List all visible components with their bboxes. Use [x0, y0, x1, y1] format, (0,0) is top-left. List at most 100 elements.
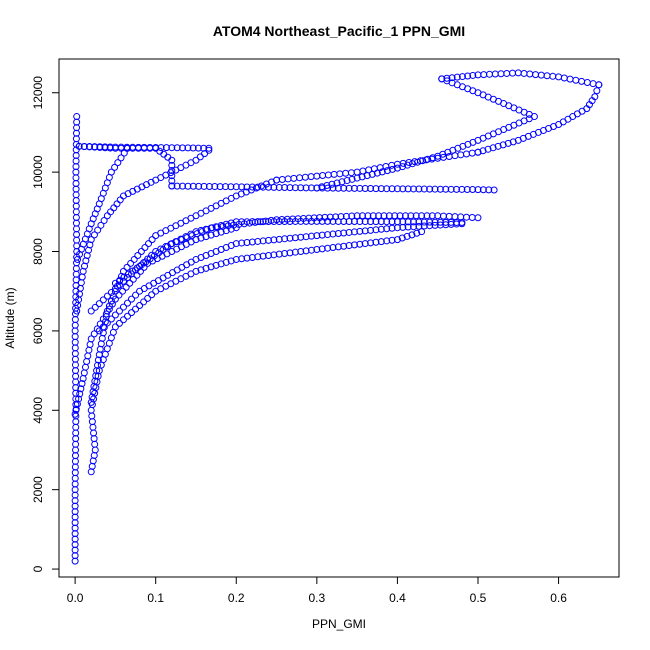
- data-point: [96, 320, 104, 328]
- data-point: [232, 255, 240, 263]
- data-point: [504, 139, 512, 147]
- data-point: [72, 440, 80, 448]
- data-point: [95, 300, 103, 308]
- data-point: [72, 202, 80, 210]
- data-point: [71, 316, 79, 324]
- data-point: [227, 257, 235, 265]
- data-point: [217, 228, 225, 236]
- data-point: [78, 380, 86, 388]
- data-point: [474, 148, 482, 156]
- data-point: [148, 291, 156, 299]
- data-point: [72, 418, 80, 426]
- data-point: [232, 240, 240, 248]
- data-point: [453, 73, 461, 81]
- data-point: [97, 221, 105, 229]
- data-point: [404, 223, 412, 231]
- data-point: [436, 185, 444, 193]
- data-point: [270, 236, 278, 244]
- data-point: [340, 229, 348, 237]
- data-point: [173, 144, 181, 152]
- data-point: [396, 212, 404, 220]
- data-point: [71, 333, 79, 341]
- data-point: [90, 435, 98, 443]
- data-point: [73, 236, 81, 244]
- y-tick-label: 10000: [31, 155, 45, 189]
- data-point: [373, 169, 381, 177]
- data-point: [334, 230, 342, 238]
- data-point: [404, 218, 412, 226]
- data-point: [119, 303, 127, 311]
- data-point: [307, 246, 315, 254]
- data-point: [491, 70, 499, 78]
- data-point: [87, 307, 95, 315]
- data-point: [453, 185, 461, 193]
- data-point: [549, 72, 557, 80]
- data-point: [72, 435, 80, 443]
- data-point: [72, 208, 80, 216]
- data-point: [313, 246, 321, 254]
- data-point: [299, 214, 307, 222]
- data-points: [71, 69, 603, 565]
- data-point: [290, 174, 298, 182]
- data-point: [212, 261, 220, 269]
- data-point: [168, 144, 176, 152]
- data-point: [248, 253, 256, 261]
- data-point: [72, 213, 80, 221]
- data-point: [383, 167, 391, 175]
- data-point: [291, 248, 299, 256]
- data-point: [116, 196, 124, 204]
- data-point: [156, 147, 164, 155]
- data-point: [222, 258, 230, 266]
- data-point: [73, 225, 80, 233]
- data-point: [71, 410, 79, 418]
- data-point: [281, 184, 289, 192]
- data-point: [408, 231, 416, 239]
- data-point: [243, 254, 251, 262]
- data-point: [409, 160, 417, 168]
- data-point: [388, 224, 396, 232]
- x-axis-label: PPN_GMI: [312, 617, 366, 631]
- data-point: [211, 183, 219, 191]
- data-point: [76, 390, 84, 398]
- data-point: [509, 138, 517, 146]
- data-point: [94, 356, 102, 364]
- data-point: [86, 341, 94, 349]
- data-point: [72, 179, 80, 187]
- data-point: [503, 69, 511, 77]
- data-point: [345, 184, 353, 192]
- data-point: [532, 71, 540, 79]
- data-point: [72, 429, 80, 437]
- data-point: [431, 221, 439, 229]
- data-point: [347, 169, 355, 177]
- data-point: [103, 212, 111, 220]
- data-point: [321, 213, 329, 221]
- data-point: [415, 222, 423, 230]
- data-point: [232, 224, 240, 232]
- data-point: [72, 378, 80, 386]
- data-point: [345, 228, 353, 236]
- data-point: [340, 242, 348, 250]
- data-point: [205, 146, 213, 154]
- data-point: [418, 228, 426, 236]
- data-point: [337, 213, 345, 221]
- data-point: [254, 237, 262, 245]
- data-point: [88, 418, 96, 426]
- data-point: [71, 502, 79, 510]
- data-point: [107, 208, 115, 216]
- data-point: [132, 305, 140, 313]
- data-point: [123, 263, 131, 271]
- data-point: [334, 243, 342, 251]
- data-point: [560, 74, 568, 82]
- data-point: [71, 541, 79, 549]
- data-point: [333, 179, 341, 187]
- data-point: [73, 307, 81, 315]
- data-point: [119, 277, 127, 285]
- data-point: [222, 227, 230, 235]
- data-point: [428, 212, 436, 220]
- data-point: [132, 291, 140, 299]
- data-point: [297, 184, 305, 192]
- data-point: [71, 474, 79, 482]
- data-point: [372, 185, 380, 193]
- data-point: [72, 191, 80, 199]
- data-point: [73, 113, 81, 121]
